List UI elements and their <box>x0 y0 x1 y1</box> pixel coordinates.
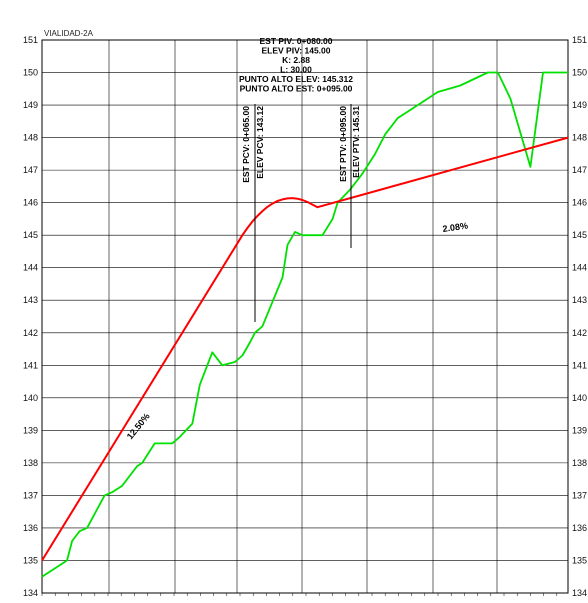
y-axis-right: 134 135 136 137 138 139 140 141 142 143 144 145 146 1… <box>572 35 587 598</box>
terrain-line <box>41 71 568 578</box>
grade-out-label: 2.08% <box>442 221 469 234</box>
y-tick-label-right: 149 <box>572 100 587 110</box>
y-tick-label-right: 142 <box>572 328 587 338</box>
y-tick-label-right: 134 <box>572 588 587 598</box>
y-tick-label-left: 145 <box>23 230 38 240</box>
y-tick-label-right: 147 <box>572 165 587 175</box>
y-tick-label-left: 147 <box>23 165 38 175</box>
pv-label: L: 30.00 <box>280 65 312 75</box>
y-tick-label-right: 148 <box>572 133 587 143</box>
pv-label: EST PIV: 0+080.00 <box>259 36 332 46</box>
y-tick-label-right: 137 <box>572 490 587 500</box>
y-tick-label-left: 142 <box>23 328 38 338</box>
y-tick-label-left: 150 <box>23 68 38 78</box>
y-tick-label-right: 139 <box>572 425 587 435</box>
y-tick-label-left: 137 <box>23 490 38 500</box>
grade-in-label: 12.50% <box>125 411 152 441</box>
y-tick-label-left: 135 <box>23 555 38 565</box>
y-tick-label-right: 135 <box>572 555 587 565</box>
pv-label: PUNTO ALTO ELEV: 145.312 <box>239 74 353 84</box>
grade-line <box>41 136 569 562</box>
y-tick-label-right: 141 <box>572 360 587 370</box>
y-tick-label-left: 140 <box>23 393 38 403</box>
y-tick-label-left: 139 <box>23 425 38 435</box>
ptv-station-label: EST PTV: 0+095.00 <box>338 106 348 182</box>
y-tick-label-right: 136 <box>572 523 587 533</box>
y-tick-label-right: 140 <box>572 393 587 403</box>
pv-label: PUNTO ALTO EST: 0+095.00 <box>240 84 353 94</box>
y-tick-label-right: 144 <box>572 263 587 273</box>
y-tick-label-left: 151 <box>23 35 38 45</box>
series-layer <box>41 71 569 578</box>
y-tick-label-left: 148 <box>23 133 38 143</box>
pcv-elev-label: ELEV PCV: 143.12 <box>255 106 265 179</box>
y-tick-label-left: 144 <box>23 263 38 273</box>
y-tick-label-left: 138 <box>23 458 38 468</box>
y-tick-label-right: 150 <box>572 68 587 78</box>
chart-title: VIALIDAD-2A <box>44 29 94 38</box>
y-tick-label-right: 138 <box>572 458 587 468</box>
y-tick-label-right: 151 <box>572 35 587 45</box>
y-tick-label-right: 146 <box>572 198 587 208</box>
grid <box>41 39 569 596</box>
y-tick-label-left: 134 <box>23 588 38 598</box>
pv-label: K: 2.88 <box>282 55 310 65</box>
pcv-station-label: EST PCV: 0+065.00 <box>241 106 251 183</box>
y-tick-label-left: 143 <box>23 295 38 305</box>
pv-label: ELEV PIV: 145.00 <box>262 46 331 56</box>
plot-frame <box>41 39 569 594</box>
y-axis-left: 134 135 136 137 138 139 140 141 142 143 144 145 146 1… <box>23 35 38 598</box>
y-tick-label-right: 145 <box>572 230 587 240</box>
y-tick-label-left: 141 <box>23 360 38 370</box>
ptv-elev-label: ELEV PTV: 145.31 <box>351 106 361 178</box>
y-tick-label-left: 149 <box>23 100 38 110</box>
y-tick-label-right: 143 <box>572 295 587 305</box>
y-tick-label-left: 136 <box>23 523 38 533</box>
y-tick-label-left: 146 <box>23 198 38 208</box>
